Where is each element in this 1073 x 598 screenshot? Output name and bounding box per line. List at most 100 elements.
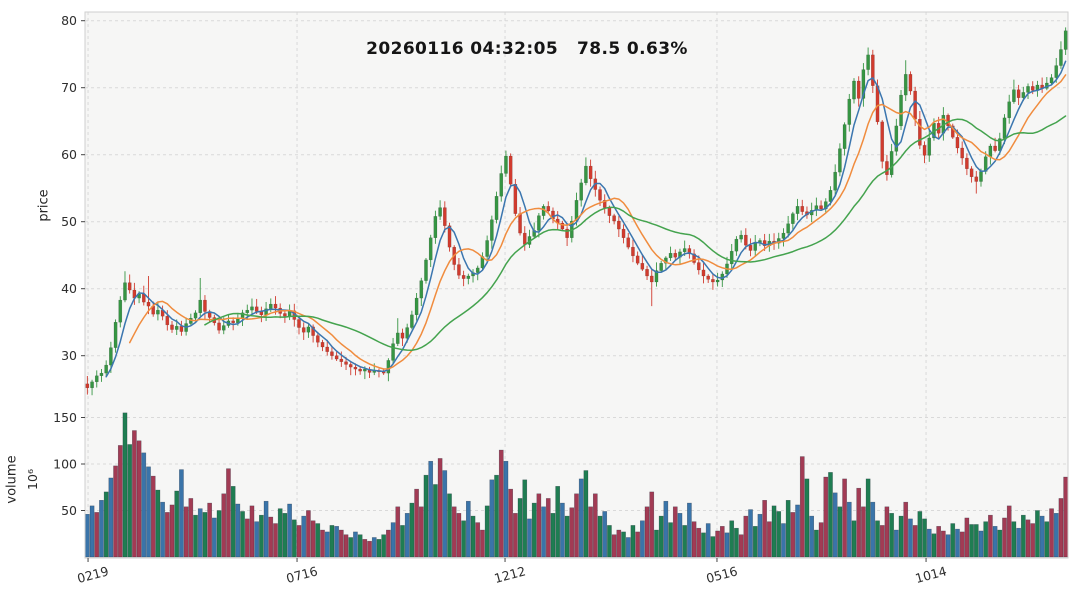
volume-bar: [418, 506, 424, 558]
volume-bar: [414, 488, 419, 558]
volume-bar: [442, 470, 448, 558]
volume-bar: [183, 506, 189, 558]
candle-body: [424, 259, 428, 281]
ma-lines: [105, 60, 1067, 378]
volume-bar: [451, 506, 457, 558]
candle-body: [522, 232, 527, 245]
candle-body: [156, 309, 160, 315]
volume-bar: [212, 517, 217, 558]
candle-body: [696, 262, 701, 271]
volume-bar: [545, 498, 551, 558]
candle-body: [428, 237, 433, 261]
volume-bar: [362, 539, 368, 558]
volume-bar: [903, 501, 909, 558]
candle-body: [320, 342, 325, 348]
candle-body: [800, 206, 805, 212]
candle-body: [118, 299, 123, 323]
volume-bar: [1011, 521, 1017, 558]
candle-body: [908, 74, 913, 92]
candle-body: [682, 248, 687, 253]
candle-body: [174, 326, 179, 330]
candle-body: [330, 351, 334, 356]
volume-bar: [691, 521, 697, 558]
candle-body: [348, 364, 353, 368]
volume-bar: [752, 526, 758, 558]
volume-bar: [564, 515, 570, 558]
volume-bar: [315, 523, 321, 558]
candle-body: [391, 343, 395, 361]
volume-bar: [743, 515, 749, 558]
candle-body: [866, 54, 870, 70]
candle-body: [673, 252, 678, 258]
candle-body: [922, 145, 927, 156]
volume-bar: [894, 529, 899, 558]
candle-body: [537, 215, 541, 231]
candle-body: [762, 240, 767, 247]
candle-body: [856, 80, 861, 99]
candle-body: [297, 319, 301, 328]
volume-bar: [1044, 521, 1050, 558]
volume-bar: [870, 501, 876, 558]
volume-bar: [160, 501, 165, 558]
grid-lines: [85, 12, 1068, 558]
volume-bar: [955, 528, 960, 558]
candle-body: [475, 267, 480, 273]
candle-body: [715, 279, 720, 283]
volume-bar: [513, 513, 518, 558]
volume-bar: [132, 430, 137, 558]
candle-body: [405, 327, 409, 339]
volume-bar: [1016, 527, 1021, 558]
volume-bar: [635, 531, 640, 558]
price-tick-label: 80: [61, 13, 77, 28]
candle-body: [146, 301, 151, 307]
volume-bar: [922, 518, 927, 558]
volume-bar: [456, 513, 462, 558]
volume-bar: [607, 525, 612, 558]
volume-bar: [244, 518, 250, 558]
volume-bar: [969, 524, 974, 558]
volume-bar: [310, 520, 316, 558]
volume-bar: [94, 512, 100, 558]
candle-body: [979, 171, 983, 182]
volume-bar: [466, 500, 471, 558]
volume-bar: [856, 487, 862, 558]
volume-bar: [950, 523, 956, 558]
candle-body: [635, 255, 640, 264]
volume-bar: [592, 493, 598, 558]
candle-body: [903, 74, 908, 96]
candle-body: [1054, 65, 1059, 78]
volume-bar: [762, 500, 767, 558]
volume-bar: [715, 530, 720, 558]
candle-body: [1049, 77, 1054, 84]
volume-bar: [235, 503, 241, 558]
candle-body: [645, 269, 649, 277]
volume-bar: [884, 506, 890, 558]
candle-body: [170, 324, 174, 330]
x-tick-label: 0716: [285, 563, 320, 586]
volume-bar: [776, 511, 782, 558]
volume-bar: [785, 500, 791, 558]
volume-bar: [550, 513, 556, 558]
volume-bar: [988, 514, 993, 558]
candle-body: [654, 270, 659, 283]
volume-bar: [701, 532, 706, 558]
candle-body: [104, 364, 108, 374]
volume-bar: [682, 525, 687, 558]
volume-bar: [353, 531, 358, 558]
price-tick-label: 30: [61, 348, 77, 363]
candle-body: [786, 223, 790, 234]
candle-body: [499, 173, 504, 197]
candle-body: [729, 250, 734, 265]
candle-body: [1063, 30, 1068, 50]
candle-body: [795, 206, 800, 214]
candle-body: [344, 361, 348, 365]
volume-bar: [1030, 523, 1036, 558]
candle-body: [621, 228, 626, 238]
volume-bar: [277, 508, 283, 558]
volume-bar: [221, 493, 227, 558]
volume-bar: [89, 505, 95, 558]
candle-body: [203, 299, 207, 312]
volume-bar: [804, 478, 810, 558]
volume-bar: [861, 506, 866, 558]
volume-bar: [823, 476, 829, 558]
